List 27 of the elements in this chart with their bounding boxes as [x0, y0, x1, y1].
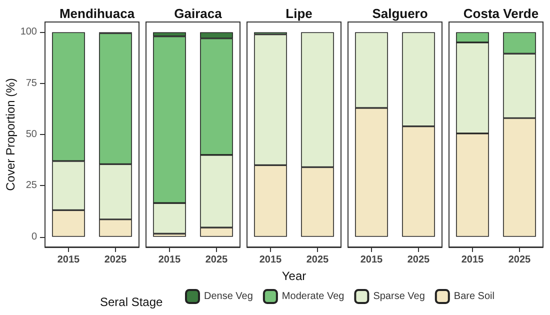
x-tick-label: 2015: [461, 254, 484, 266]
chart-title: Costa Verde: [463, 6, 539, 21]
x-tick-label: 2025: [508, 254, 532, 266]
chart-title: Salguero: [372, 6, 428, 21]
legend-title: Seral Stage: [100, 295, 164, 309]
chart-title: Gairaca: [174, 6, 223, 21]
y-tick-label: 25: [26, 180, 38, 192]
x-axis-title: Year: [282, 268, 306, 283]
x-tick-label: 2025: [205, 254, 228, 266]
legend-label: Dense Veg: [204, 291, 253, 302]
legend-label: Moderate Veg: [282, 291, 344, 302]
legend-label: Bare Soil: [454, 291, 494, 302]
y-tick-label: 50: [26, 129, 38, 140]
x-tick-label: 2015: [259, 254, 282, 266]
y-tick-label: 100: [20, 26, 38, 38]
chart-title: Mendihuaca: [59, 6, 136, 21]
x-tick-label: 2015: [360, 254, 384, 266]
x-tick-label: 2015: [158, 254, 182, 266]
legend-label: Sparse Veg: [373, 291, 425, 302]
x-tick-label: 2025: [104, 254, 128, 266]
y-axis-title: Cover Proportion (%): [3, 78, 18, 191]
chart-title: Lipe: [286, 6, 312, 21]
y-tick-label: 75: [26, 78, 38, 89]
x-tick-label: 2025: [407, 254, 430, 266]
y-tick-label: 0: [31, 231, 38, 242]
x-tick-label: 2025: [306, 254, 330, 266]
x-tick-label: 2015: [57, 254, 80, 266]
